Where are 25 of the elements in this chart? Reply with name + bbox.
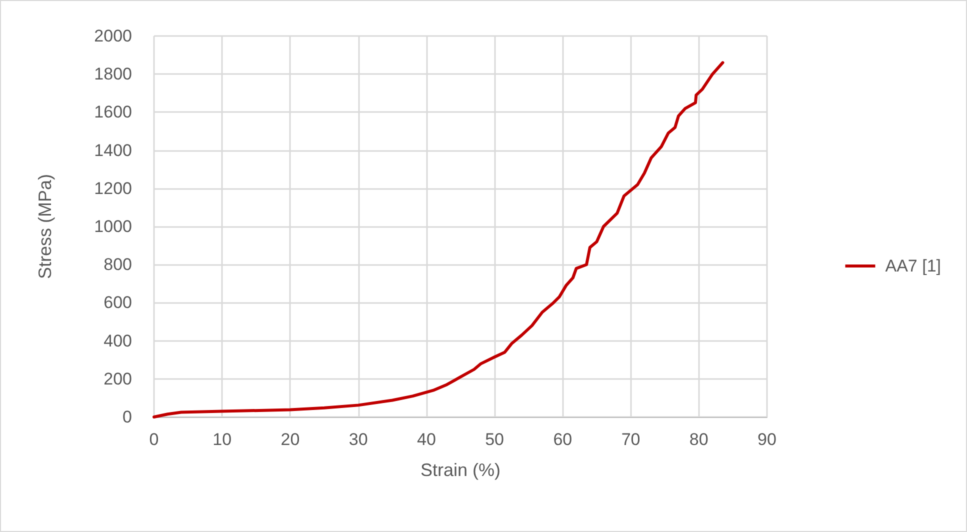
y-tick-label: 2000 bbox=[94, 26, 132, 46]
x-tick-label: 30 bbox=[348, 430, 368, 449]
x-tick-label: 20 bbox=[280, 430, 300, 449]
y-tick-label: 800 bbox=[104, 255, 132, 274]
y-tick-label: 600 bbox=[104, 293, 132, 312]
y-tick-label: 1600 bbox=[94, 102, 132, 122]
y-tick-label: 1800 bbox=[94, 64, 132, 84]
y-axis-title: Stress (MPa) bbox=[35, 174, 55, 280]
y-tick-label: 1400 bbox=[94, 140, 132, 160]
line-series bbox=[152, 61, 724, 418]
y-tick-label: 0 bbox=[122, 408, 132, 426]
x-tick-label: 0 bbox=[149, 430, 159, 449]
x-tick-label: 50 bbox=[485, 430, 504, 449]
y-tick-label: 200 bbox=[104, 369, 132, 388]
y-tick-label: 400 bbox=[104, 331, 132, 350]
x-tick-label: 60 bbox=[553, 430, 572, 449]
x-tick-label: 90 bbox=[758, 430, 776, 449]
x-tick-label: 70 bbox=[621, 430, 640, 449]
x-tick-label: 40 bbox=[416, 430, 436, 449]
y-tick-label: 1200 bbox=[94, 178, 132, 198]
y-tick-label: 1000 bbox=[94, 217, 132, 236]
legend-label: AA7 [1] bbox=[885, 256, 942, 276]
x-tick-label: 10 bbox=[212, 430, 232, 449]
x-tick-label: 80 bbox=[689, 430, 708, 449]
x-axis-title: Strain (%) bbox=[420, 460, 501, 480]
